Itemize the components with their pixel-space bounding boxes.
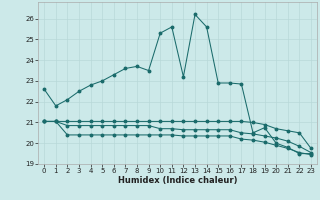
X-axis label: Humidex (Indice chaleur): Humidex (Indice chaleur): [118, 176, 237, 185]
